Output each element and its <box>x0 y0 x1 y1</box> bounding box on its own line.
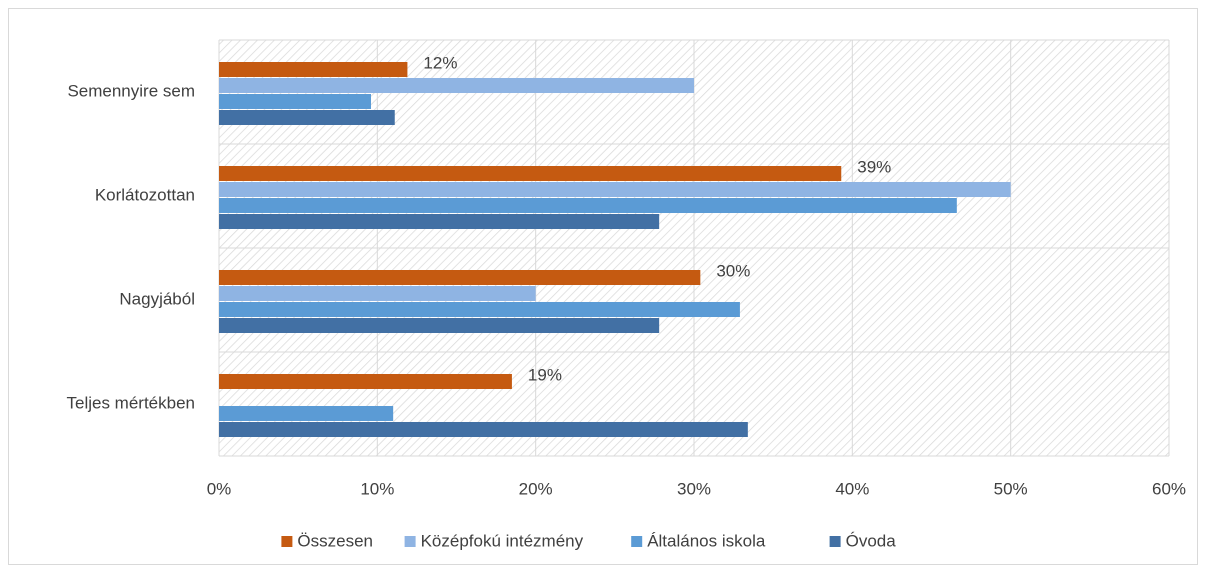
bar <box>219 270 701 285</box>
bar <box>219 286 536 301</box>
bar <box>219 94 371 109</box>
bar <box>219 422 748 437</box>
bar <box>219 110 395 125</box>
bar <box>219 198 957 213</box>
y-tick-label: Korlátozottan <box>95 185 195 204</box>
bar <box>219 214 660 229</box>
data-label: 39% <box>857 157 891 176</box>
x-tick-label: 60% <box>1152 479 1186 498</box>
bar <box>219 62 408 77</box>
bar <box>219 374 512 389</box>
legend-label: Általános iskola <box>647 531 766 550</box>
bar <box>219 302 740 317</box>
legend-swatch <box>631 536 643 547</box>
bar <box>219 78 694 93</box>
data-label: 19% <box>528 365 562 384</box>
y-tick-label: Semennyire sem <box>67 81 195 100</box>
legend-label: Óvoda <box>846 531 897 550</box>
legend-label: Középfokú intézmény <box>421 531 584 550</box>
legend-label: Összesen <box>297 531 373 550</box>
x-tick-label: 20% <box>519 479 553 498</box>
x-tick-label: 10% <box>360 479 394 498</box>
x-tick-label: 50% <box>994 479 1028 498</box>
bar <box>219 166 842 181</box>
data-label: 30% <box>716 261 750 280</box>
legend-swatch <box>829 536 841 547</box>
legend-swatch <box>281 536 293 547</box>
data-label: 12% <box>423 53 457 72</box>
bar <box>219 406 394 421</box>
bar <box>219 318 660 333</box>
x-tick-label: 30% <box>677 479 711 498</box>
x-tick-label: 0% <box>207 479 232 498</box>
y-tick-label: Teljes mértékben <box>66 393 195 412</box>
bar <box>219 182 1011 197</box>
x-tick-label: 40% <box>835 479 869 498</box>
legend-swatch <box>404 536 416 547</box>
y-tick-label: Nagyjából <box>119 289 195 308</box>
